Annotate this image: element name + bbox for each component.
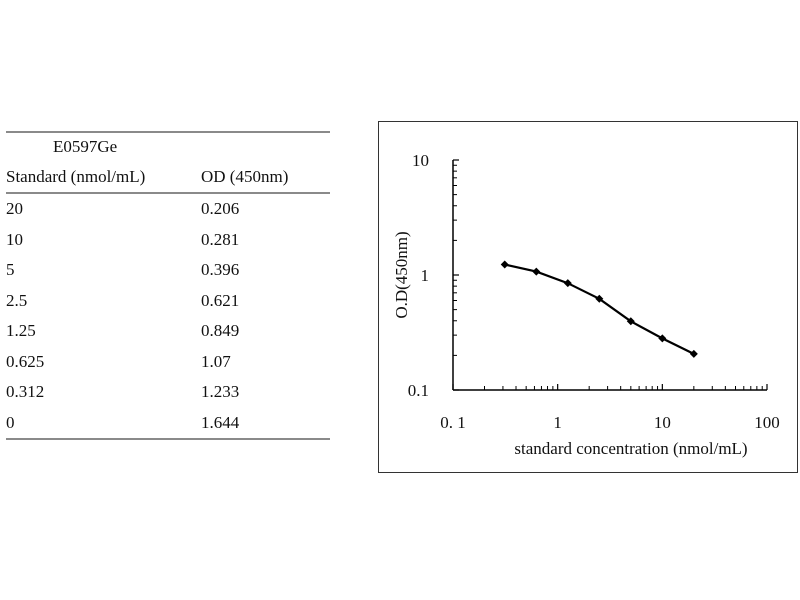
table-row: 10 0.281 <box>6 225 330 256</box>
x-tick-label: 100 <box>754 413 780 432</box>
table-title: E0597Ge <box>53 137 118 156</box>
cell-od: 1.233 <box>201 382 240 401</box>
x-tick-label: 10 <box>654 413 671 432</box>
table-row: 20 0.206 <box>6 194 330 225</box>
header-od: OD (450nm) <box>201 167 289 186</box>
data-point-marker <box>658 334 667 343</box>
x-tick-label: 0. 1 <box>440 413 466 432</box>
data-point-marker <box>626 317 635 326</box>
cell-od: 1.644 <box>201 412 240 432</box>
data-point-marker <box>595 294 604 303</box>
cell-od: 0.396 <box>201 260 240 279</box>
cell-od: 0.849 <box>201 321 240 340</box>
y-tick-label: 10 <box>412 151 429 170</box>
cell-standard: 0.312 <box>6 382 45 401</box>
cell-standard: 2.5 <box>6 290 28 310</box>
table-row: 2.5 0.621 <box>6 286 330 317</box>
data-point-marker <box>500 260 509 269</box>
cell-standard: 0.625 <box>6 351 45 371</box>
data-point-marker <box>532 267 541 276</box>
table-row: 0.312 1.233 <box>6 377 330 408</box>
table-row: 1.25 0.849 <box>6 316 330 347</box>
table-row: 0.625 1.07 <box>6 347 330 378</box>
table-header-rule <box>6 192 330 194</box>
data-point-marker <box>563 279 572 288</box>
cell-standard: 0 <box>6 412 15 432</box>
cell-standard: 10 <box>6 229 23 249</box>
cell-od: 0.281 <box>201 229 240 249</box>
table-row: 0 1.644 <box>6 408 330 439</box>
cell-od: 1.07 <box>201 351 231 371</box>
table-body: 20 0.206 10 0.281 5 0.396 2.5 0.621 1.25… <box>6 194 330 438</box>
cell-standard: 5 <box>6 260 15 279</box>
cell-standard: 20 <box>6 199 23 218</box>
y-axis-label: O.D(450nm) <box>392 231 411 318</box>
x-axis-label: standard concentration (nmol/mL) <box>514 439 747 458</box>
table-header-row: Standard (nmol/mL) OD (450nm) <box>6 161 330 192</box>
table-top-rule <box>6 131 330 133</box>
y-tick-label: 0.1 <box>408 381 429 400</box>
y-tick-label: 1 <box>421 266 430 285</box>
x-tick-label: 1 <box>553 413 562 432</box>
cell-od: 0.621 <box>201 290 240 310</box>
standard-table: E0597Ge Standard (nmol/mL) OD (450nm) 20… <box>6 131 330 440</box>
chart-frame: 0. 1 1 10 100 0.1 1 10 standard concentration (… <box>378 121 798 473</box>
table-row: 5 0.396 <box>6 255 330 286</box>
standard-curve-chart: 0. 1 1 10 100 0.1 1 10 standard concentration (… <box>392 151 780 458</box>
table-bottom-rule <box>6 438 330 440</box>
series-line <box>504 263 695 355</box>
header-standard: Standard (nmol/mL) <box>6 167 146 186</box>
cell-od: 0.206 <box>201 199 240 218</box>
data-point-marker <box>689 349 698 358</box>
cell-standard: 1.25 <box>6 321 36 340</box>
